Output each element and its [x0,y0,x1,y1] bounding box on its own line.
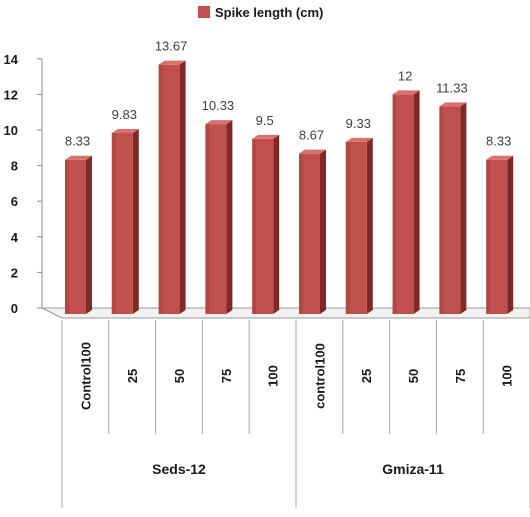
category-label: 50 [406,369,421,383]
bar-top [486,155,514,160]
bar-side [86,155,92,314]
bar [439,106,461,315]
bar-top [158,60,186,65]
bar-side [273,134,280,314]
category-label: 75 [219,369,234,383]
data-label: 11.33 [436,80,468,95]
group-label: Seds-12 [152,461,206,477]
bar-side [179,60,186,315]
category-label: control100 [312,343,327,409]
category-label: 100 [266,365,281,387]
bar-side [132,129,139,314]
bar [65,159,86,314]
bar-top [345,137,373,142]
bar [299,153,320,314]
y-tick-label: 2 [11,265,18,280]
bar-top [392,90,420,95]
group-label: Gmiza-11 [382,461,444,477]
bar [486,159,508,314]
legend-label: Spike length (cm) [215,5,323,20]
y-tick-label: 0 [11,301,18,316]
data-label: 9.33 [346,116,371,131]
bar-shade [392,94,397,315]
bar-side [366,137,373,314]
bar-shade [111,133,116,314]
bar-shade [486,159,491,314]
data-label: 9.5 [256,113,274,128]
bar-shade [205,124,210,314]
bar [205,124,227,314]
y-tick-label: 4 [11,230,19,245]
data-label: 12 [398,68,412,83]
bar [252,138,274,314]
y-tick-label: 12 [4,87,18,102]
category-label: 50 [172,369,187,383]
bar [111,133,133,314]
bar [345,141,367,314]
bar-top [111,129,139,134]
bar-side [226,120,233,314]
bar-shade [65,159,69,314]
y-tick-label: 10 [4,123,18,138]
bar-top [205,120,233,125]
bar-shade [158,64,163,314]
bar-shade [345,141,350,314]
category-label: Control100 [78,342,93,410]
bar-side [320,149,326,314]
bar-shade [299,153,303,314]
data-label: 8.33 [65,134,90,149]
bar-shade [252,138,257,314]
data-label: 13.67 [155,39,188,54]
bar-side [460,102,467,315]
category-label: 75 [453,369,468,383]
y-tick-label: 14 [4,52,19,67]
bar-top [299,149,326,154]
y-tick-label: 8 [11,159,18,174]
bar-top [252,134,280,139]
category-label: 100 [500,365,515,387]
data-label: 10.33 [202,98,235,113]
category-label: 25 [359,369,374,383]
category-label: 25 [125,369,140,383]
bar-top [65,155,92,160]
legend-swatch [198,6,210,18]
bar-top [439,102,467,107]
data-label: 8.67 [299,128,324,143]
bar-shade [439,106,444,315]
data-label: 9.83 [112,107,137,122]
y-tick-label: 6 [11,194,18,209]
data-label: 8.33 [486,134,511,149]
bar [392,94,414,315]
bar-side [413,90,420,315]
bar-side [507,155,514,314]
bar [158,64,180,314]
